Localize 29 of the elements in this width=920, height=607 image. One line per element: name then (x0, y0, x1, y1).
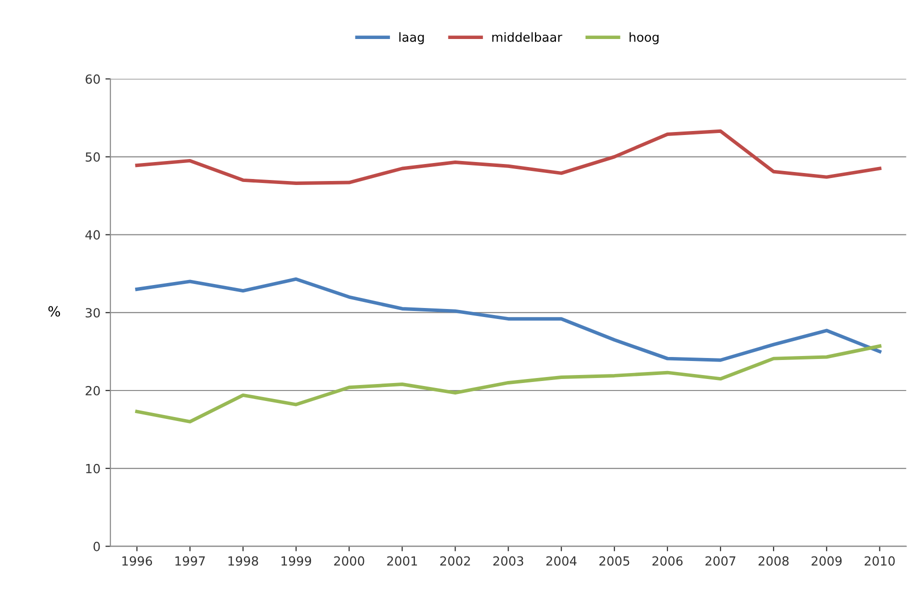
legend-label: hoog (630, 32, 659, 44)
line-series (135, 344, 882, 424)
x-tick-label: 2006 (652, 556, 683, 566)
y-tick-label: 0 (94, 542, 100, 552)
y-tick-label: 50 (86, 152, 100, 162)
line-series (135, 277, 882, 362)
x-tick-label: 2004 (546, 556, 577, 566)
legend-label: middelbaar (492, 32, 562, 42)
x-tick-label: 1996 (122, 556, 152, 566)
legend-label: laag (399, 32, 424, 44)
y-axis-title: % (48, 306, 60, 317)
y-tick-label: 20 (86, 386, 100, 396)
x-tick-label: 2010 (864, 556, 895, 566)
y-tick-label: 30 (86, 308, 100, 318)
y-tick-label: 40 (85, 230, 100, 240)
x-tick-label: 2001 (387, 556, 417, 566)
y-tick-label: 60 (86, 74, 100, 84)
x-tick-label: 1999 (282, 556, 312, 566)
x-tick-label: 1998 (228, 556, 258, 566)
y-tick-label: 10 (86, 464, 100, 474)
x-tick-label: 1997 (175, 556, 205, 566)
x-tick-label: 2007 (706, 556, 736, 566)
x-tick-label: 2009 (812, 556, 842, 566)
x-tick-label: 2005 (599, 556, 630, 566)
x-tick-label: 2008 (758, 556, 789, 566)
line-series (135, 129, 882, 186)
x-tick-label: 2003 (493, 556, 524, 566)
x-tick-label: 2000 (334, 556, 364, 566)
x-tick-label: 2002 (440, 556, 470, 566)
